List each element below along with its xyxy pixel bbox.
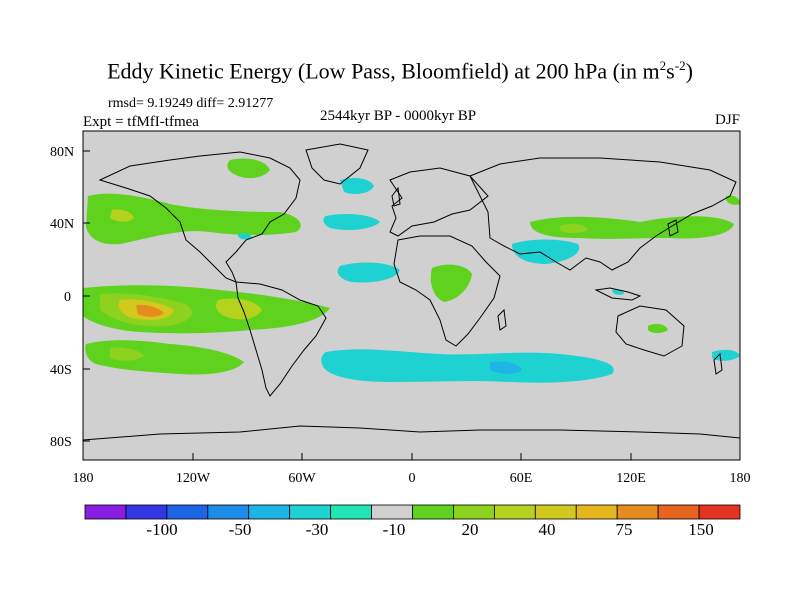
lat-tick-label: 40S: [50, 363, 72, 378]
contour-arctic-negative: [340, 178, 374, 194]
colorbar-label: 40: [539, 520, 556, 539]
contour-canada-positive: [227, 158, 270, 179]
coast-indonesia: [594, 287, 642, 301]
coast-europe: [389, 167, 489, 237]
contour-sindian-negative: [321, 349, 614, 383]
colorbar-box: [575, 504, 618, 520]
coast-asia: [469, 157, 737, 271]
lon-tick-label: 120W: [176, 471, 211, 486]
lon-tick-label: 180: [730, 471, 751, 486]
coast-africa: [393, 235, 501, 347]
contour-kamchatka-positive: [726, 195, 740, 205]
colorbar-box: [412, 504, 454, 520]
colorbar-label: -10: [383, 520, 406, 539]
colorbar-box: [248, 504, 291, 520]
colorbar-box: [330, 504, 372, 520]
period-label: 2544kyr BP - 0000kyr BP: [320, 108, 477, 124]
contour-tasman-negative: [712, 349, 740, 361]
contour-eastpac-positive: [216, 298, 262, 320]
season-label: DJF: [714, 112, 740, 128]
chart-title: Eddy Kinetic Energy (Low Pass, Bloomfiel…: [107, 58, 693, 84]
lon-tick-label: 180: [73, 471, 94, 486]
colorbar-label: -100: [146, 520, 177, 539]
coast-uk: [391, 186, 401, 207]
stats-label: rmsd= 9.19249 diff= 2.91277: [108, 96, 274, 111]
colorbar-label: 75: [616, 520, 633, 539]
contour-africa-positive: [430, 264, 472, 302]
colorbar-box: [698, 504, 741, 520]
lat-tick-label: 40N: [50, 217, 74, 232]
contour-natl-positive: [86, 193, 301, 245]
colorbar-box: [371, 504, 413, 520]
colorbar-box: [289, 504, 332, 520]
coast-new-zealand: [713, 352, 723, 375]
contour-tatl-negative: [337, 262, 400, 283]
coast-japan: [667, 219, 679, 237]
lat-axis: 80N 40N 0 40S 80S: [50, 145, 90, 450]
colorbar-box: [125, 504, 168, 520]
colorbar-labels: -100 -50 -30 -10 20 40 75 150: [146, 520, 713, 539]
contour-sindian-negative-2: [490, 361, 522, 374]
lat-tick-label: 80S: [50, 435, 72, 450]
contour-spac-positive-2: [110, 347, 144, 361]
colorbar-box: [534, 504, 577, 520]
contour-natl-positive-2: [110, 209, 134, 222]
lat-tick-label: 0: [64, 290, 71, 305]
coastlines: [83, 143, 740, 441]
lat-tick-label: 80N: [50, 145, 74, 160]
contour-npac-positive-2: [560, 223, 588, 233]
coast-australia: [615, 305, 685, 357]
lon-tick-label: 120E: [616, 471, 646, 486]
colorbar-box: [207, 504, 250, 520]
lon-tick-label: 60E: [510, 471, 533, 486]
colorbar-box: [84, 504, 127, 520]
contour-australia-positive: [648, 323, 668, 333]
coast-madagascar: [497, 308, 507, 331]
colorbar-label: -30: [306, 520, 329, 539]
colorbar-label: 20: [462, 520, 479, 539]
contour-hudson-negative: [238, 233, 252, 240]
colorbar: [84, 504, 741, 520]
lon-tick-label: 60W: [288, 471, 316, 486]
colorbar-box: [493, 504, 536, 520]
experiment-label: Expt = tfMfI-tfmea: [83, 114, 199, 130]
contour-npac-positive: [530, 216, 734, 239]
anomaly-shading: [83, 158, 740, 383]
colorbar-label: -50: [229, 520, 252, 539]
contour-pacific-positive-4: [136, 304, 164, 317]
colorbar-label: 150: [688, 520, 714, 539]
contour-asia-negative: [512, 239, 580, 264]
coast-greenland: [305, 143, 369, 185]
colorbar-box: [166, 504, 209, 520]
coast-antarctica: [83, 425, 740, 441]
coast-north-america: [98, 151, 301, 283]
lon-tick-label: 0: [409, 471, 416, 486]
colorbar-box: [453, 504, 495, 520]
colorbar-box: [657, 504, 700, 520]
contour-natl-negative: [323, 214, 380, 230]
coast-south-america: [235, 281, 327, 397]
colorbar-box: [616, 504, 659, 520]
lon-axis: 180 120W 60W 0 60E 120E 180: [73, 453, 751, 486]
